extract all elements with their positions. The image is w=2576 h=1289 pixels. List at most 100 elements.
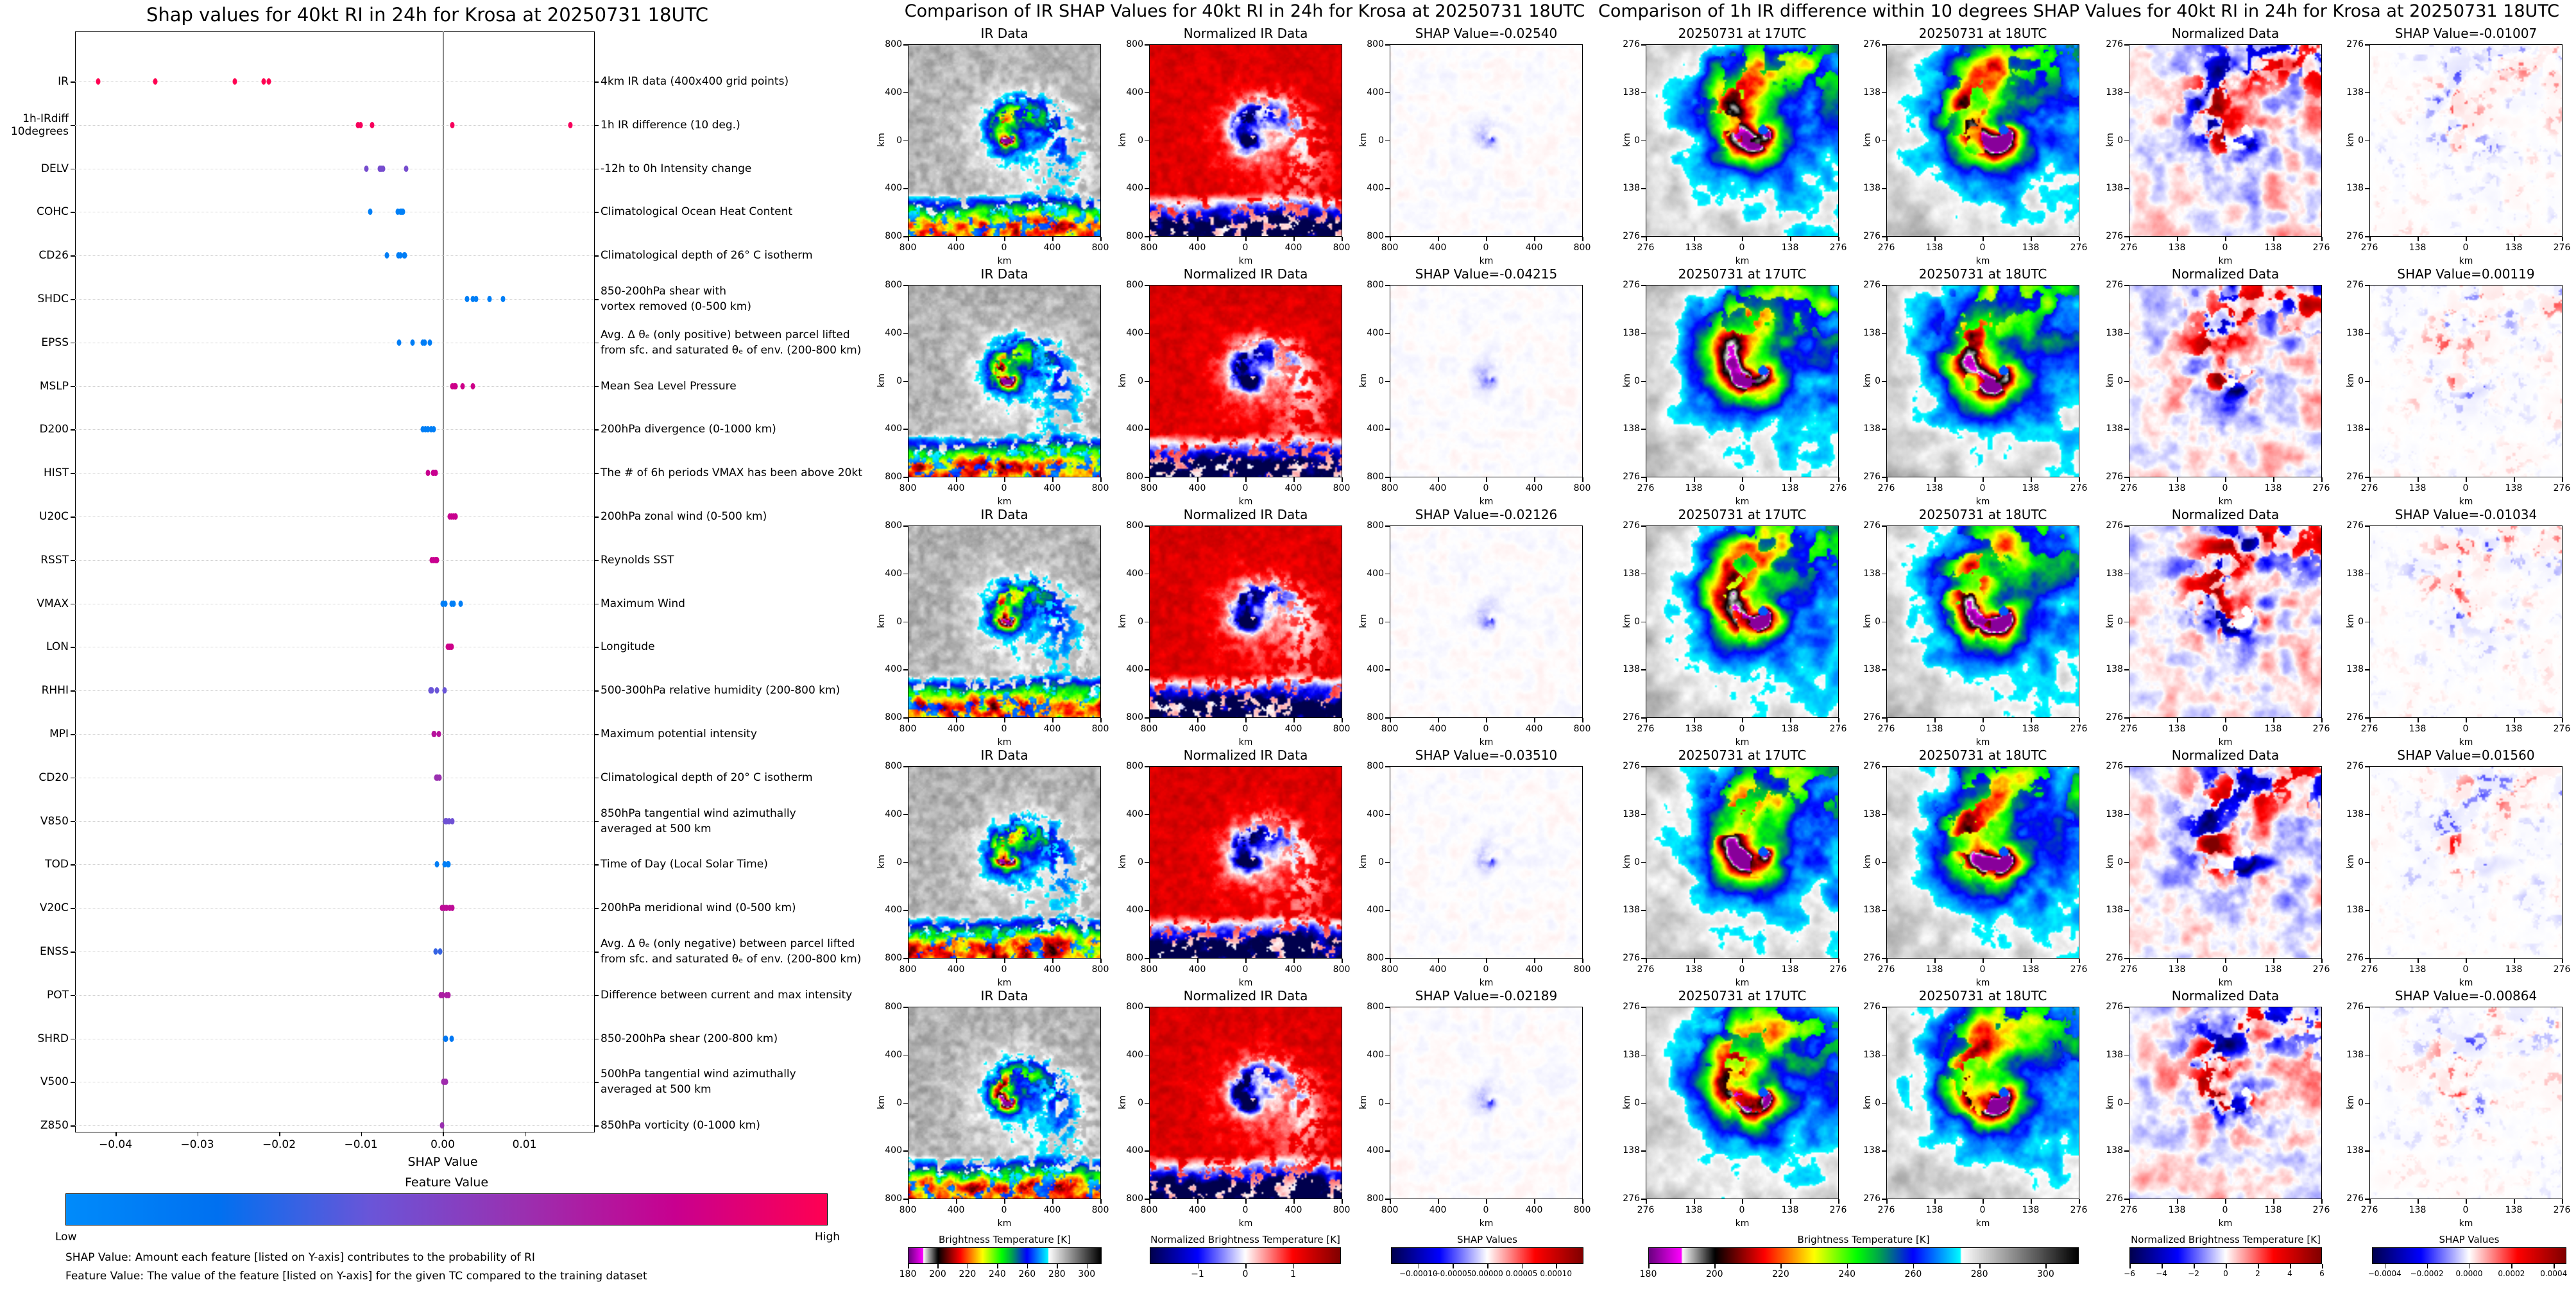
y-tick-label: 0 xyxy=(896,375,902,386)
x-tick-label: 276 xyxy=(2120,1205,2138,1215)
y-axis-label: km xyxy=(1358,855,1369,869)
x-tick xyxy=(1534,477,1535,482)
y-tick xyxy=(1385,236,1390,237)
x-tick-label: 276 xyxy=(2070,964,2088,975)
y-tick-label: 138 xyxy=(1863,423,1881,434)
y-tick-label: 0 xyxy=(896,616,902,627)
y-tick xyxy=(903,44,908,46)
shap-point xyxy=(96,78,101,85)
y-tick-label: 0 xyxy=(1138,375,1143,386)
x-tick xyxy=(1694,1199,1695,1204)
x-tick xyxy=(1742,477,1743,482)
panel-title: 20250731 at 17UTC xyxy=(1678,507,1807,522)
panel-image xyxy=(908,526,1100,717)
y-tick-label: 138 xyxy=(1863,664,1881,675)
image-panel-shap xyxy=(1390,285,1583,477)
panel-title: 20250731 at 18UTC xyxy=(1918,988,2047,1003)
y-tick-right xyxy=(594,690,599,692)
y-tick-right xyxy=(594,255,599,257)
x-tick xyxy=(1838,237,1839,241)
y-tick xyxy=(1145,1007,1149,1008)
colorbar-tick-label: 220 xyxy=(1772,1269,1789,1279)
y-tick-label: 0 xyxy=(1875,135,1881,146)
x-tick xyxy=(1934,718,1936,722)
x-tick-label: 400 xyxy=(1284,243,1302,253)
x-tick xyxy=(2129,237,2130,241)
x-tick-label: 800 xyxy=(1333,1205,1351,1215)
colorbar-1 xyxy=(1150,1247,1341,1264)
x-tick-label: 800 xyxy=(1333,724,1351,734)
x-tick xyxy=(443,1132,444,1136)
y-tick xyxy=(71,255,75,257)
y-tick-label: 138 xyxy=(1623,1049,1640,1060)
panel-image xyxy=(1646,45,1838,236)
y-tick-label: 0 xyxy=(1875,616,1881,627)
panel-image xyxy=(2370,1007,2562,1199)
x-tick xyxy=(1004,477,1005,482)
x-tick-label: 138 xyxy=(2168,483,2186,493)
y-tick xyxy=(71,994,75,996)
x-tick-label: −0.04 xyxy=(98,1138,133,1151)
y-tick-label: 800 xyxy=(1126,472,1143,482)
y-tick xyxy=(71,124,75,126)
x-tick-label: 400 xyxy=(1043,1205,1061,1215)
panel-title: Normalized IR Data xyxy=(1183,988,1308,1003)
x-axis-label: km xyxy=(1479,978,1494,988)
y-tick xyxy=(2365,1054,2369,1056)
x-tick xyxy=(1534,718,1535,722)
y-tick-label: 276 xyxy=(1863,712,1881,722)
x-tick xyxy=(1582,237,1583,241)
y-tick-right xyxy=(594,342,599,344)
y-tick-label: 276 xyxy=(2106,1002,2123,1012)
x-tick xyxy=(2079,718,2080,722)
y-tick-label: 400 xyxy=(885,423,902,434)
y-tick xyxy=(1882,910,1886,911)
y-axis-label: km xyxy=(1621,373,1632,388)
shap-point xyxy=(384,252,389,259)
panel-title: 20250731 at 18UTC xyxy=(1918,507,2047,522)
x-tick-label: 0 xyxy=(1483,964,1489,975)
x-tick xyxy=(1646,237,1647,241)
x-tick-label: 800 xyxy=(1091,243,1109,253)
y-tick-label: 138 xyxy=(1623,808,1640,819)
x-tick xyxy=(2079,477,2080,482)
x-tick-label: 276 xyxy=(1637,1205,1655,1215)
colorbar-tick-label: −0.0004 xyxy=(2367,1269,2401,1278)
panel-image xyxy=(1390,1007,1582,1199)
y-tick xyxy=(2124,669,2129,670)
y-tick-label: 800 xyxy=(1367,761,1384,771)
x-tick-label: 276 xyxy=(1877,483,1895,493)
y-tick xyxy=(1145,766,1149,767)
x-tick xyxy=(1342,959,1343,963)
y-tick-label: 276 xyxy=(2106,712,2123,722)
x-tick-label: 800 xyxy=(1381,483,1399,493)
y-axis-label: km xyxy=(876,614,887,628)
x-tick-label: 800 xyxy=(1381,1205,1399,1215)
y-tick-label: 800 xyxy=(885,712,902,722)
y-tick xyxy=(71,1038,75,1040)
x-tick xyxy=(1293,477,1295,482)
y-tick-right xyxy=(594,168,599,170)
x-tick xyxy=(1100,718,1102,722)
y-tick xyxy=(2124,814,2129,815)
panel-title: Normalized Data xyxy=(2171,747,2280,763)
y-tick xyxy=(903,717,908,719)
y-tick xyxy=(1641,1150,1646,1152)
x-tick-label: 138 xyxy=(2022,1205,2040,1215)
x-tick xyxy=(2177,237,2178,241)
x-tick xyxy=(1342,477,1343,482)
x-tick xyxy=(2129,477,2130,482)
x-tick-label: 138 xyxy=(2505,483,2523,493)
x-tick xyxy=(1149,1199,1150,1204)
x-tick xyxy=(1438,477,1439,482)
x-tick-label: 276 xyxy=(1829,724,1847,734)
x-tick-label: 400 xyxy=(1525,724,1543,734)
y-tick xyxy=(2124,958,2129,959)
y-tick xyxy=(2124,621,2129,622)
y-tick-label: 276 xyxy=(2106,761,2123,771)
y-tick xyxy=(1882,1102,1886,1104)
x-tick xyxy=(1983,959,1984,963)
shap-point xyxy=(450,817,455,824)
y-tick-label: 276 xyxy=(1623,520,1640,531)
x-tick xyxy=(1149,237,1150,241)
